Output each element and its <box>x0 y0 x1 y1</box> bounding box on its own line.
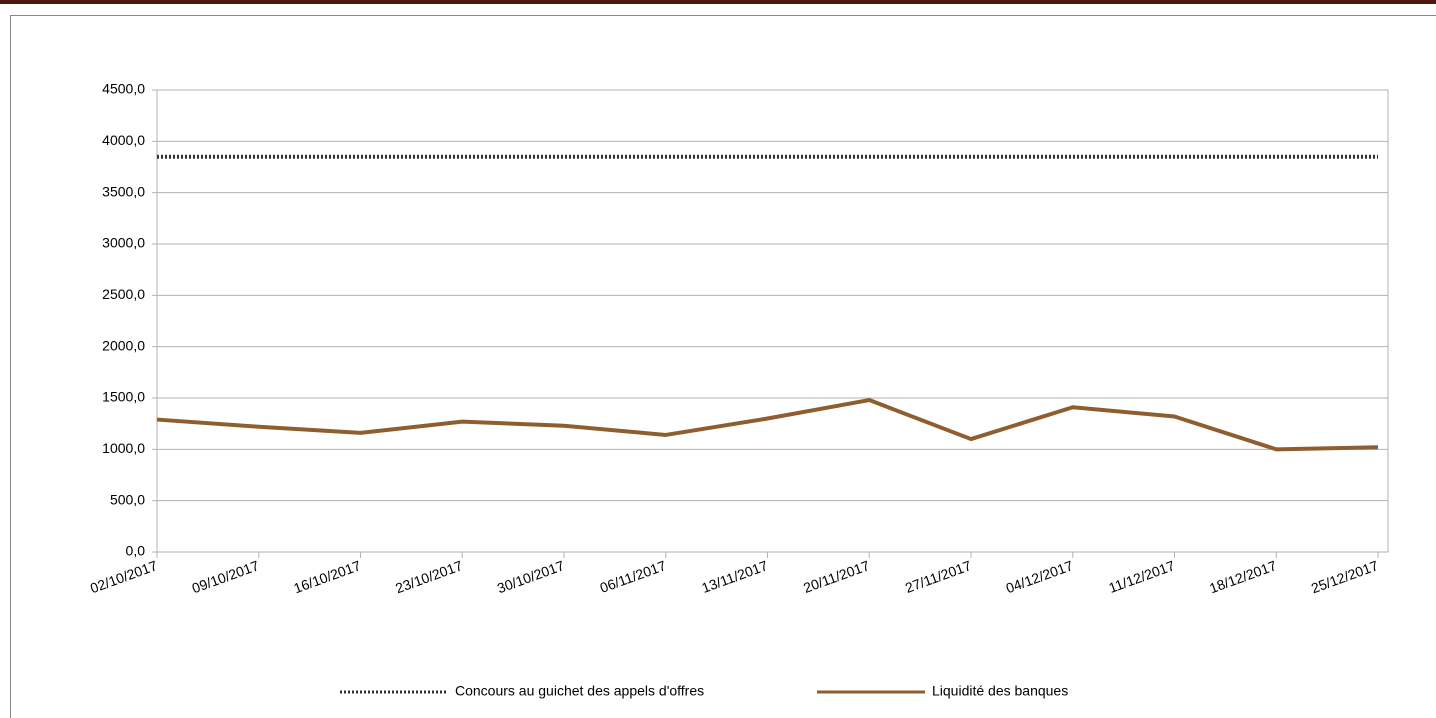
x-tick-label: 23/10/2017 <box>393 557 465 596</box>
x-tick-label: 11/12/2017 <box>1106 557 1177 596</box>
y-tick-label: 3500,0 <box>102 183 145 199</box>
legend-label: Concours au guichet des appels d'offres <box>455 683 704 699</box>
x-tick-label: 06/11/2017 <box>598 557 669 596</box>
x-tick-label: 13/11/2017 <box>699 557 770 596</box>
legend-label: Liquidité des banques <box>932 683 1068 699</box>
y-tick-label: 2500,0 <box>102 286 145 302</box>
y-tick-label: 1000,0 <box>102 440 145 456</box>
series-line <box>156 398 1379 452</box>
y-tick-label: 0,0 <box>126 543 146 559</box>
x-tick-label: 27/11/2017 <box>903 557 974 596</box>
x-tick-label: 30/10/2017 <box>495 557 567 596</box>
plot-border <box>156 89 1389 553</box>
y-tick-label: 4500,0 <box>102 81 145 97</box>
y-tick-label: 1500,0 <box>102 389 145 405</box>
x-tick-label: 09/10/2017 <box>190 557 262 596</box>
x-tick-label: 20/11/2017 <box>801 557 872 596</box>
y-tick-label: 500,0 <box>110 491 145 507</box>
x-tick-label: 18/12/2017 <box>1207 557 1279 596</box>
y-tick-label: 3000,0 <box>102 235 145 251</box>
x-tick-label: 25/12/2017 <box>1309 557 1381 596</box>
x-tick-label: 04/12/2017 <box>1004 557 1076 596</box>
x-tick-label: 02/10/2017 <box>88 557 160 596</box>
x-tick-label: 16/10/2017 <box>291 557 363 596</box>
chart-frame <box>10 15 1436 718</box>
y-tick-label: 2000,0 <box>102 337 145 353</box>
top-bar <box>0 0 1436 4</box>
y-tick-label: 4000,0 <box>102 132 145 148</box>
